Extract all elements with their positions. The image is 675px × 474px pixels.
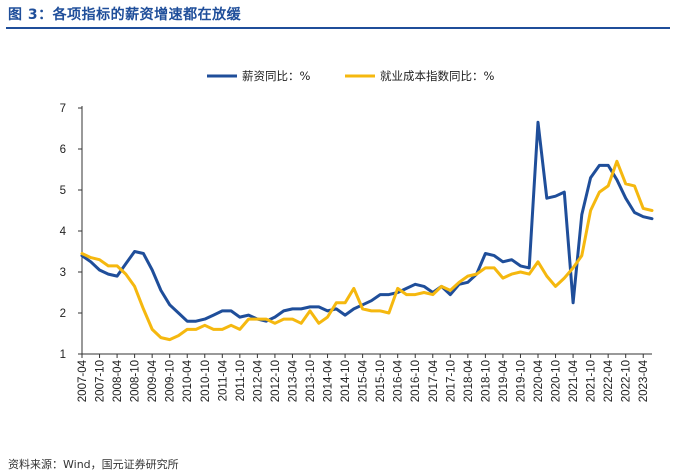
y-tick-label: 2 <box>60 308 66 320</box>
chart-legend: 薪资同比：% 就业成本指数同比：% <box>207 69 494 83</box>
x-tick-label: 2017-04 <box>428 359 440 402</box>
x-tick-label: 2014-04 <box>323 359 335 402</box>
x-tick-label: 2022-04 <box>603 359 615 402</box>
x-tick-label: 2008-04 <box>112 359 124 402</box>
chart-axes: 1 2 3 4 5 6 7 2007-04 2007-10 2008-04 2008-10 2009-… <box>60 103 652 402</box>
x-tick-label: 2019-04 <box>498 359 510 402</box>
x-tick-label: 2011-04 <box>217 359 229 401</box>
legend-label-1: 薪资同比：% <box>242 69 310 83</box>
x-tick-label: 2022-10 <box>621 360 633 402</box>
figure-title: 图 3：各项指标的薪资增速都在放缓 <box>8 7 242 23</box>
legend-label-2: 就业成本指数同比：% <box>380 69 494 83</box>
x-tick-label: 2015-04 <box>358 359 370 402</box>
x-tick-label: 2010-10 <box>200 360 212 402</box>
series-line-2 <box>80 159 654 342</box>
x-tick-label: 2016-04 <box>393 359 405 402</box>
y-tick-label: 7 <box>60 103 66 115</box>
y-tick-label: 6 <box>60 144 66 156</box>
x-tick-label: 2020-10 <box>551 360 563 402</box>
x-tick-label: 2010-04 <box>182 359 194 402</box>
x-tick-label: 2009-04 <box>147 359 159 402</box>
x-tick-label: 2013-10 <box>305 360 317 402</box>
x-tick-label: 2021-10 <box>586 360 598 402</box>
x-tick-label: 2019-10 <box>515 360 527 402</box>
title-underline <box>6 27 670 29</box>
x-tick-label: 2017-10 <box>445 360 457 402</box>
chart-series <box>80 120 654 342</box>
x-tick-label: 2012-10 <box>270 360 282 402</box>
x-tick-label: 2015-10 <box>375 360 387 402</box>
x-tick-label: 2013-04 <box>287 359 299 402</box>
x-tick-label: 2014-10 <box>340 360 352 402</box>
x-tick-label: 2008-10 <box>130 360 142 402</box>
source-note: 资料来源：Wind，国元证券研究所 <box>8 458 179 471</box>
x-tick-label: 2012-04 <box>252 359 264 402</box>
series-line-1 <box>80 120 654 323</box>
x-tick-label: 2016-10 <box>410 360 422 402</box>
y-tick-label: 1 <box>60 349 66 361</box>
x-tick-label: 2011-10 <box>235 360 247 401</box>
x-tick-label: 2007-10 <box>95 360 107 402</box>
x-tick-label: 2018-04 <box>463 359 475 402</box>
y-tick-label: 5 <box>60 185 66 197</box>
x-tick-label: 2018-10 <box>480 360 492 402</box>
y-tick-label: 4 <box>60 226 67 238</box>
x-tick-label: 2021-04 <box>568 359 580 402</box>
x-tick-label: 2023-04 <box>638 359 650 402</box>
x-tick-label: 2020-04 <box>533 359 545 402</box>
x-tick-label: 2007-04 <box>77 359 89 402</box>
y-tick-label: 3 <box>60 267 66 279</box>
x-tick-label: 2009-10 <box>165 360 177 402</box>
